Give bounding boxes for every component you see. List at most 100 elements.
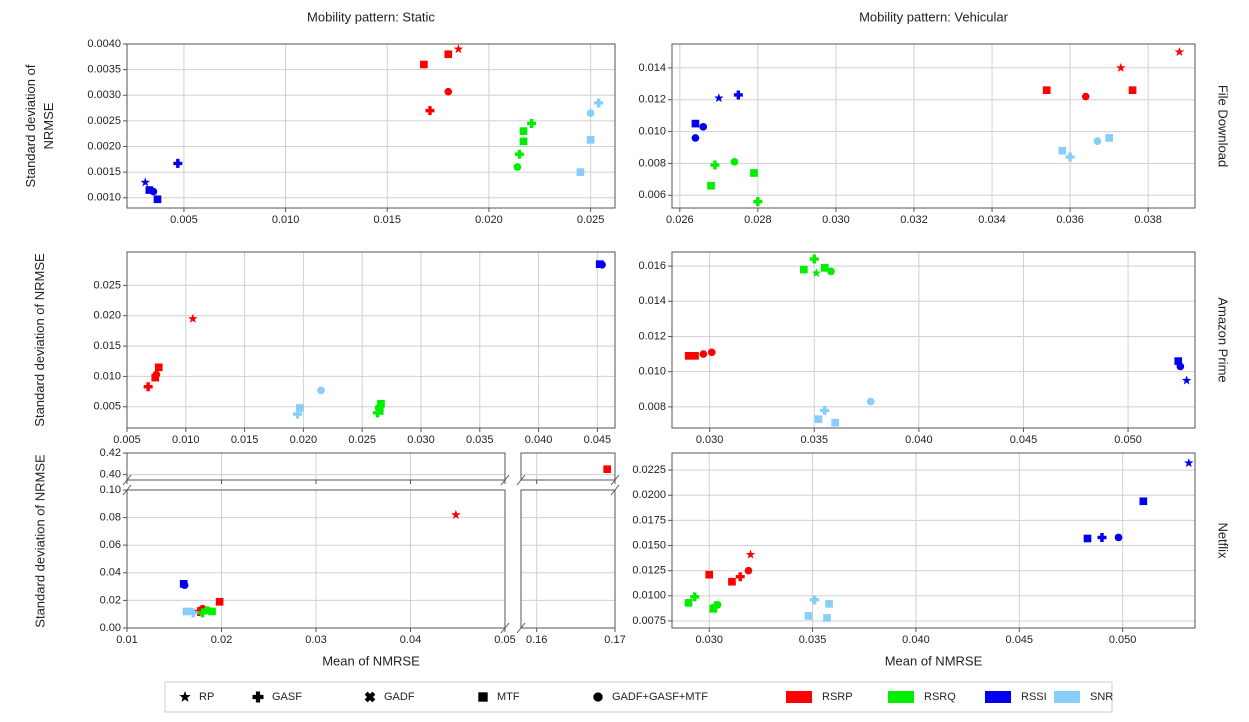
y-tick-label: 0.015 [93, 340, 121, 352]
data-point [728, 577, 736, 586]
data-point [1097, 532, 1107, 542]
x-tick-label: 0.16 [526, 634, 547, 646]
data-point [451, 509, 461, 519]
y-axis-label: Standard deviation of NRMSE [32, 453, 47, 628]
y-tick-label: 0.0200 [632, 489, 666, 501]
legend-label: SNR [1090, 691, 1113, 703]
axis-break [500, 474, 510, 486]
y-tick-label: 0.012 [638, 330, 666, 342]
y-tick-label: 0.025 [93, 279, 121, 291]
x-tick-label: 0.05 [494, 634, 515, 646]
axes-frame [520, 489, 616, 629]
y-tick-label: 0.0150 [632, 539, 666, 551]
data-point [444, 87, 453, 96]
data-point [180, 581, 189, 590]
data-point [1176, 362, 1185, 371]
data-point [296, 404, 304, 412]
data-point [820, 405, 830, 415]
axis-break [516, 474, 526, 486]
data-point [1174, 47, 1185, 56]
x-tick-label: 0.050 [1109, 634, 1137, 646]
y-tick-label: 0.42 [100, 447, 121, 459]
data-point [691, 119, 700, 128]
legend-swatch [786, 691, 812, 703]
x-tick-label: 0.035 [466, 434, 494, 446]
x-tick-label: 0.010 [172, 434, 200, 446]
data-point [823, 614, 831, 622]
data-point [814, 415, 823, 424]
x-tick-label: 0.015 [374, 214, 402, 226]
data-point [750, 169, 758, 177]
legend-marker [593, 692, 603, 702]
legend-swatch [1054, 691, 1080, 703]
x-tick-label: 0.030 [696, 434, 724, 446]
y-tick-label: 0.0035 [87, 64, 121, 76]
axis-break [500, 622, 510, 634]
data-point [519, 127, 528, 135]
x-tick-label: 0.030 [407, 434, 435, 446]
data-point [684, 599, 693, 607]
x-tick-label: 0.005 [113, 434, 141, 446]
data-point [152, 370, 161, 379]
y-tick-label: 0.010 [93, 370, 121, 382]
data-point [586, 109, 595, 118]
data-point [188, 313, 198, 323]
x-tick-label: 0.038 [1134, 214, 1162, 226]
y-tick-label: 0.014 [638, 295, 666, 307]
data-point [444, 50, 453, 59]
axes-frame [520, 452, 616, 481]
legend-box [164, 681, 1113, 713]
data-point [1114, 533, 1123, 542]
data-point [799, 265, 808, 274]
data-point [293, 409, 303, 419]
x-tick-label: 0.030 [695, 634, 723, 646]
y-tick-label: 0.0125 [632, 565, 666, 577]
x-tick-label: 0.025 [348, 434, 376, 446]
y-tick-label: 0.012 [638, 94, 666, 106]
x-tick-label: 0.045 [1010, 434, 1038, 446]
axes-frame [671, 452, 1196, 629]
axes-frame [126, 489, 506, 629]
y-axis-label: Standard deviation of NRMSE [23, 64, 56, 188]
y-tick-label: 0.0015 [87, 166, 121, 178]
data-point [710, 601, 720, 611]
data-point [744, 566, 753, 575]
row-label: Netflix [1216, 522, 1231, 559]
y-tick-label: 0.0020 [87, 140, 121, 152]
y-tick-label: 0.0025 [87, 115, 121, 127]
x-axis-label: Mean of NMRSE [885, 653, 983, 668]
legend-label: GADF+GASF+MTF [612, 691, 708, 703]
data-point [317, 386, 325, 395]
legend-swatch [985, 691, 1011, 703]
data-point [730, 158, 739, 166]
data-point [1128, 86, 1137, 94]
data-point [709, 605, 718, 613]
data-point [699, 350, 708, 358]
x-tick-label: 0.03 [305, 634, 326, 646]
y-tick-label: 0.0100 [632, 590, 666, 602]
data-point [208, 607, 216, 616]
data-point [1083, 534, 1092, 543]
x-tick-label: 0.034 [978, 214, 1006, 226]
data-point [145, 186, 154, 194]
x-tick-label: 0.01 [116, 634, 137, 646]
data-point [684, 352, 693, 360]
axis-break [516, 622, 526, 634]
data-point [827, 267, 835, 276]
x-tick-label: 0.005 [170, 214, 198, 226]
data-point [420, 60, 428, 69]
x-tick-label: 0.035 [799, 634, 827, 646]
y-tick-label: 0.010 [638, 366, 666, 378]
legend-label: RSRQ [924, 691, 956, 703]
data-point [810, 595, 820, 605]
axes-frame [126, 452, 506, 481]
y-tick-label: 0.006 [638, 189, 666, 201]
data-point [707, 181, 715, 190]
legend-label: MTF [497, 691, 520, 703]
x-tick-label: 0.02 [211, 634, 232, 646]
legend-label: GASF [272, 691, 302, 703]
x-tick-label: 0.045 [584, 434, 612, 446]
data-point [594, 98, 604, 108]
data-point [514, 149, 524, 159]
